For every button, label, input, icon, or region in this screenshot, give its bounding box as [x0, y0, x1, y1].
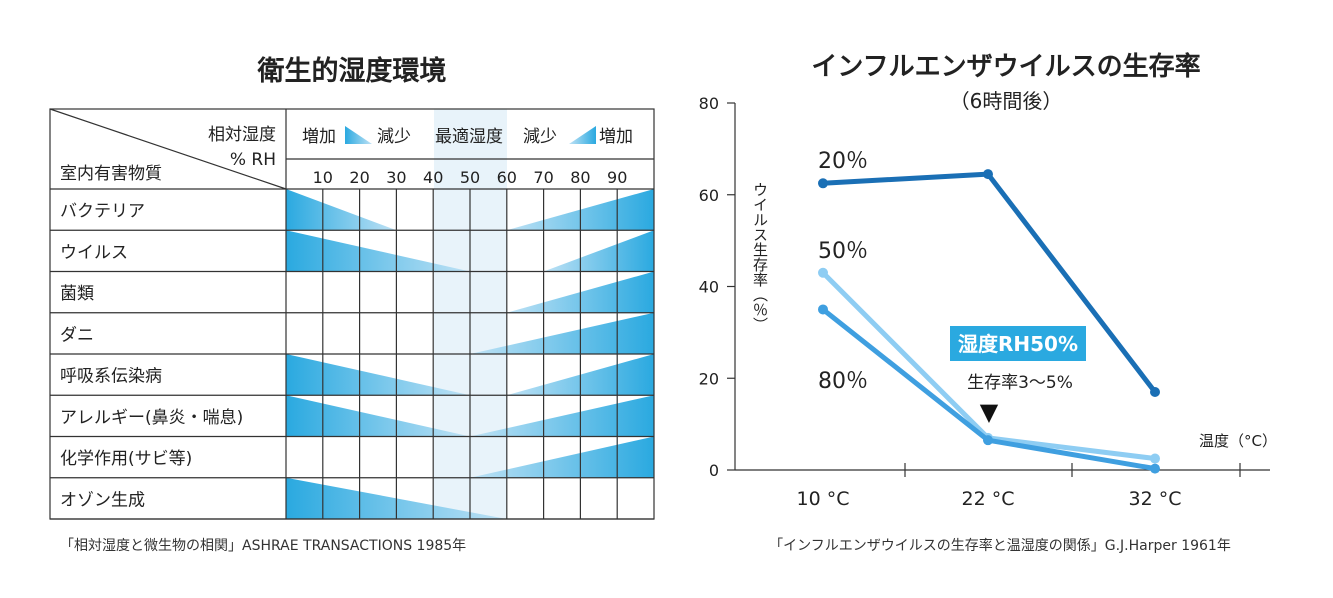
x-tick-labels: 10 °C 22 °C 32 °C	[797, 488, 1182, 510]
rh-tick-label: 60	[497, 168, 517, 187]
axis-label-rh: 相対湿度	[208, 125, 276, 145]
x-axis-label: 温度（°C）	[1199, 432, 1277, 450]
increase-wedge	[470, 436, 654, 478]
rh-tick-label: 70	[533, 168, 553, 187]
chart-title: インフルエンザウイルスの生存率	[811, 51, 1200, 82]
series-point-1	[818, 267, 828, 278]
increase-wedge	[543, 230, 654, 272]
increase-wedge	[470, 312, 654, 354]
decrease-wedge	[286, 189, 397, 231]
x-tick-label: 22 °C	[962, 488, 1015, 510]
series-point-2	[983, 435, 993, 446]
x-tick-label: 10 °C	[797, 488, 850, 510]
increase-wedge	[470, 395, 654, 437]
decrease-wedge	[286, 395, 470, 437]
annotation-text: 生存率3〜5%	[967, 373, 1073, 393]
table-grid	[49, 108, 655, 520]
x-tick-label: 32 °C	[1129, 488, 1182, 510]
chart-subtitle: （6時間後）	[950, 89, 1063, 113]
series-label: 80％	[818, 369, 868, 394]
row-label: アレルギー(鼻炎・喘息)	[60, 408, 243, 428]
y-axis-label-text: ウイルス生存率（％）	[751, 182, 769, 332]
rh-tick-labels: 10 20 30 40 50 60 70 80 90	[313, 168, 628, 187]
rh-tick-label: 30	[386, 168, 406, 187]
legend-increase-right: 増加	[599, 127, 633, 147]
series-point-2	[818, 304, 828, 315]
legend-wedge-increasing-icon	[569, 126, 596, 144]
rh-tick-label: 40	[423, 168, 443, 187]
y-tick-labels: 0 20 40 60 80	[699, 94, 719, 480]
rh-tick-label: 20	[349, 168, 369, 187]
series-point-1	[1150, 453, 1160, 464]
left-source: 「相対湿度と微生物の相関」ASHRAE TRANSACTIONS 1985年	[60, 538, 466, 554]
decrease-wedge	[286, 230, 470, 272]
chart-series	[818, 169, 1160, 474]
annotation-box	[950, 326, 1086, 361]
series-labels: 20％ 50％ 80％	[818, 149, 868, 394]
chart-source: 「インフルエンザウイルスの生存率と温湿度の関係」G.J.Harper 1961年	[769, 537, 1231, 554]
legend-decrease-right: 減少	[523, 127, 557, 147]
row-header-label: 室内有害物質	[60, 164, 162, 184]
series-label: 20％	[818, 149, 868, 174]
series-point-0	[1150, 387, 1160, 398]
series-line-1	[820, 270, 1158, 462]
row-label: ウイルス	[60, 243, 128, 263]
annotation-arrow-icon: ▼	[980, 398, 999, 426]
row-label: オゾン生成	[60, 490, 145, 510]
row-label: 化学作用(サビ等)	[60, 449, 192, 469]
left-title: 衛生的湿度環境	[257, 55, 447, 87]
rh-tick-label: 80	[570, 168, 590, 187]
axis-label-rh-unit: % RH	[230, 150, 276, 170]
legend-decrease-left: 減少	[377, 127, 411, 147]
row-label: 呼吸系伝染病	[60, 367, 162, 387]
rh-tick-label: 50	[460, 168, 480, 187]
row-label: 菌類	[60, 284, 94, 304]
y-tick-label: 40	[699, 278, 719, 297]
y-tick-label: 0	[709, 461, 719, 480]
legend-wedge-decreasing-icon	[345, 126, 372, 144]
series-point-0	[818, 178, 828, 189]
chart-axes	[727, 102, 1270, 477]
legend-increase-left: 増加	[302, 127, 336, 147]
y-tick-label: 20	[699, 369, 719, 388]
series-label: 50％	[818, 239, 868, 264]
decrease-wedge	[286, 354, 470, 396]
series-point-0	[983, 169, 993, 180]
annotation-box-text: 湿度RH50%	[958, 332, 1078, 356]
rh-tick-label: 10	[313, 168, 333, 187]
header-diagonal	[49, 108, 287, 190]
row-label: バクテリア	[60, 202, 145, 222]
legend-optimal: 最適湿度	[435, 127, 503, 147]
y-tick-label: 80	[699, 94, 719, 113]
series-point-2	[1150, 463, 1160, 474]
row-label: ダニ	[60, 325, 94, 345]
y-axis-label: ウイルス生存率（％）	[751, 182, 769, 332]
y-tick-label: 60	[699, 186, 719, 205]
rh-tick-label: 90	[607, 168, 627, 187]
